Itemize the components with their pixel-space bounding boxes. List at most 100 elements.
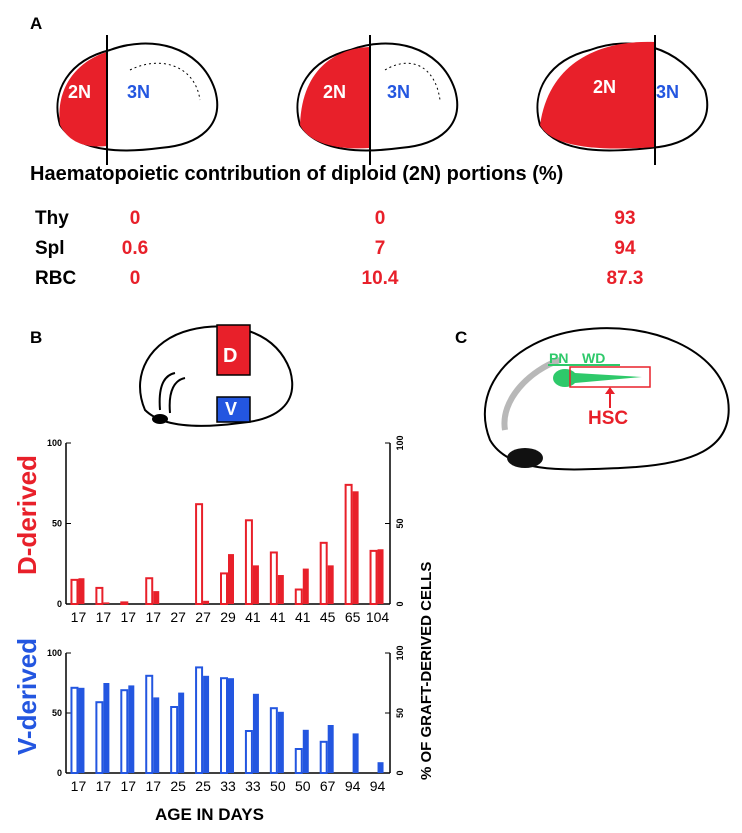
x-tick-label: 41 — [245, 609, 261, 625]
bar-open — [220, 677, 228, 775]
cell-value: 94 — [614, 238, 636, 259]
bar-filled — [302, 729, 309, 773]
bar-open — [95, 586, 104, 605]
panel-a-brains — [56, 35, 709, 165]
y-tick-label-right: 0 — [395, 601, 405, 606]
brain-1 — [56, 35, 219, 165]
bar-open — [95, 701, 104, 775]
hsc-label: HSC — [588, 408, 629, 429]
bar-filled — [153, 697, 160, 773]
x-tick-label: 67 — [320, 778, 336, 794]
x-axis-label: AGE IN DAYS — [155, 805, 264, 824]
bar-open — [294, 748, 303, 774]
bar-filled — [327, 565, 334, 604]
y-tick-label: 100 — [47, 648, 62, 658]
pn-label: PN — [549, 350, 569, 366]
x-tick-label: 17 — [145, 609, 161, 625]
x-tick-label: 17 — [121, 609, 137, 625]
ventral-label: V — [225, 399, 238, 419]
cell-value: 10.4 — [361, 268, 399, 289]
panel-a-letter: A — [30, 14, 43, 33]
cell-value: 0.6 — [121, 238, 149, 259]
bar-filled — [352, 491, 359, 604]
bar-filled — [377, 549, 384, 604]
row-label: Thy — [35, 208, 69, 229]
panel-b-brain — [139, 324, 294, 427]
x-tick-label: 94 — [370, 778, 386, 794]
bar-open — [294, 588, 303, 605]
bar-filled — [103, 683, 110, 773]
bar-filled — [228, 678, 234, 773]
x-tick-label: 17 — [145, 778, 161, 794]
x-tick-label: 27 — [170, 609, 186, 625]
brain-1-3n-label: 3N — [127, 82, 151, 102]
y-tick-label: 50 — [52, 519, 62, 529]
bar-open — [120, 689, 129, 775]
y-tick-label-right: 50 — [395, 518, 405, 528]
bar-open — [319, 541, 328, 605]
y-tick-label-right: 0 — [395, 770, 405, 775]
bar-open — [269, 551, 278, 606]
bar-open — [145, 674, 154, 774]
y-tick-label: 0 — [57, 599, 62, 609]
bar-open — [319, 740, 328, 775]
y-tick-label: 0 — [57, 768, 62, 778]
bar-filled — [327, 725, 334, 773]
cell-value: 7 — [374, 238, 386, 259]
brain-2 — [296, 35, 459, 165]
bar-open — [344, 483, 353, 605]
brain-2-2n-label: 2N — [323, 82, 347, 102]
x-tick-label: 17 — [71, 778, 87, 794]
panel-b-letter: B — [30, 328, 43, 347]
y-tick-label-right: 50 — [395, 708, 405, 718]
bar-filled — [302, 568, 309, 604]
bar-filled — [78, 687, 85, 773]
panel-c-letter: C — [455, 328, 468, 347]
bar-filled — [228, 554, 234, 604]
brain-2-3n-label: 3N — [387, 82, 411, 102]
x-tick-label: 17 — [96, 778, 112, 794]
d-derived-chart: 0 0 50 50 100 100 17 17 17 17 27 27 29 41 41 41 45 65 104 — [47, 435, 405, 625]
bar-open — [170, 706, 179, 774]
bar-open — [70, 578, 79, 606]
bar-filled — [277, 575, 284, 604]
bar-open — [195, 503, 204, 605]
cell-value: 87.3 — [606, 268, 644, 289]
bar-filled — [277, 711, 284, 773]
bar-filled — [153, 591, 160, 604]
bar-filled — [178, 692, 185, 773]
bar-open — [145, 577, 154, 606]
brain-1-2n-label: 2N — [68, 82, 92, 102]
x-tick-label: 17 — [71, 609, 87, 625]
x-tick-label: 29 — [220, 609, 236, 625]
panel-a-title: Haematopoietic contribution of diploid (… — [30, 163, 564, 185]
wd-label: WD — [582, 350, 606, 366]
v-derived-chart: 0 0 50 50 100 100 17 17 17 17 25 25 33 33 50 50 67 94 94 — [47, 645, 405, 794]
bar-open — [269, 707, 278, 774]
brain-3-2n-label: 2N — [593, 77, 617, 97]
x-tick-label: 104 — [366, 609, 390, 625]
cell-value: 0 — [129, 268, 141, 289]
row-label: Spl — [35, 238, 65, 259]
x-tick-label: 33 — [245, 778, 261, 794]
bar-open — [244, 730, 253, 774]
y-tick-label: 100 — [47, 438, 62, 448]
x-tick-label: 50 — [295, 778, 311, 794]
brain-3 — [536, 35, 709, 165]
x-tick-label: 17 — [96, 609, 112, 625]
y-tick-label: 50 — [52, 708, 62, 718]
bar-filled — [352, 733, 359, 773]
dorsal-label: D — [223, 345, 238, 367]
x-tick-label: 41 — [295, 609, 311, 625]
cell-value: 0 — [129, 208, 141, 229]
bar-filled — [203, 600, 210, 604]
bar-open — [120, 601, 129, 605]
panel-c-embryo — [484, 327, 730, 471]
x-tick-label: 41 — [270, 609, 286, 625]
y-tick-label-right: 100 — [395, 645, 405, 660]
x-tick-label: 25 — [195, 778, 211, 794]
bar-filled — [377, 762, 384, 773]
bar-filled — [78, 578, 85, 604]
x-tick-label: 27 — [195, 609, 211, 625]
bar-open — [369, 549, 378, 606]
